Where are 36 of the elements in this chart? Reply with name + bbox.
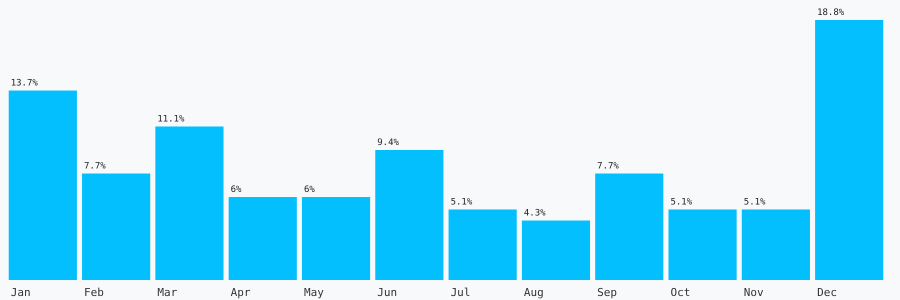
data-label: 11.1% xyxy=(157,114,186,124)
x-tick-label: Nov xyxy=(744,286,764,299)
bar xyxy=(522,220,590,280)
x-tick-label: Dec xyxy=(817,286,837,299)
x-tick-label: Sep xyxy=(597,286,618,299)
bar xyxy=(595,174,664,280)
bar xyxy=(8,90,77,280)
bar xyxy=(302,197,370,280)
x-tick-label: Jun xyxy=(377,286,398,299)
bar xyxy=(82,174,150,280)
data-label: 13.7% xyxy=(10,78,38,89)
x-tick-label: Apr xyxy=(230,286,251,299)
bar xyxy=(375,150,444,280)
x-tick-label: Aug xyxy=(524,286,544,299)
data-label: 4.3% xyxy=(524,208,546,219)
data-label: 5.1% xyxy=(670,197,693,208)
data-label: 5.1% xyxy=(450,197,473,208)
x-tick-label: Mar xyxy=(157,286,178,299)
x-tick-label: Feb xyxy=(84,286,104,299)
bar xyxy=(668,209,737,280)
data-label: 6% xyxy=(230,185,242,196)
data-label: 5.1% xyxy=(744,197,766,208)
bar xyxy=(448,209,517,280)
x-tick-label: May xyxy=(304,286,324,299)
bar xyxy=(815,20,884,280)
data-label: 7.7% xyxy=(84,162,106,172)
bar xyxy=(155,126,224,280)
bar xyxy=(228,197,297,280)
x-tick-label: Jan xyxy=(10,286,31,299)
bar xyxy=(742,209,810,280)
data-label: 6% xyxy=(304,185,316,196)
x-tick-label: Jul xyxy=(450,286,470,299)
data-label: 9.4% xyxy=(377,138,400,148)
data-label: 7.7% xyxy=(597,162,620,172)
data-label: 18.8% xyxy=(817,8,845,18)
x-tick-label: Oct xyxy=(670,286,690,299)
